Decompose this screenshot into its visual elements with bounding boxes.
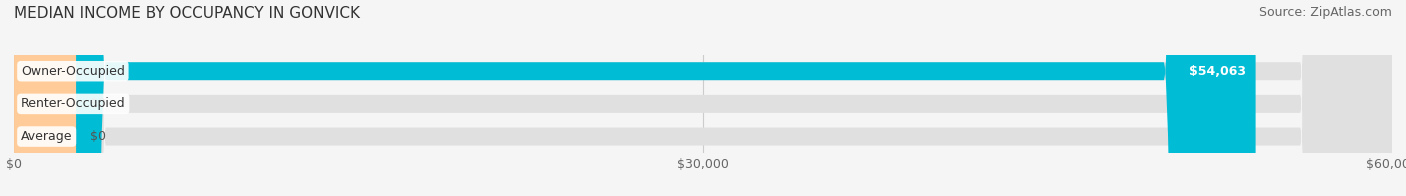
FancyBboxPatch shape: [14, 0, 1392, 196]
FancyBboxPatch shape: [14, 0, 76, 196]
FancyBboxPatch shape: [14, 0, 1392, 196]
Text: Owner-Occupied: Owner-Occupied: [21, 65, 125, 78]
Text: $0: $0: [90, 130, 105, 143]
FancyBboxPatch shape: [14, 0, 1392, 196]
FancyBboxPatch shape: [14, 0, 76, 196]
Text: Renter-Occupied: Renter-Occupied: [21, 97, 125, 110]
Text: Source: ZipAtlas.com: Source: ZipAtlas.com: [1258, 6, 1392, 19]
Text: $0: $0: [90, 97, 105, 110]
FancyBboxPatch shape: [14, 0, 1256, 196]
Text: $54,063: $54,063: [1189, 65, 1246, 78]
Text: MEDIAN INCOME BY OCCUPANCY IN GONVICK: MEDIAN INCOME BY OCCUPANCY IN GONVICK: [14, 6, 360, 21]
Text: Average: Average: [21, 130, 73, 143]
